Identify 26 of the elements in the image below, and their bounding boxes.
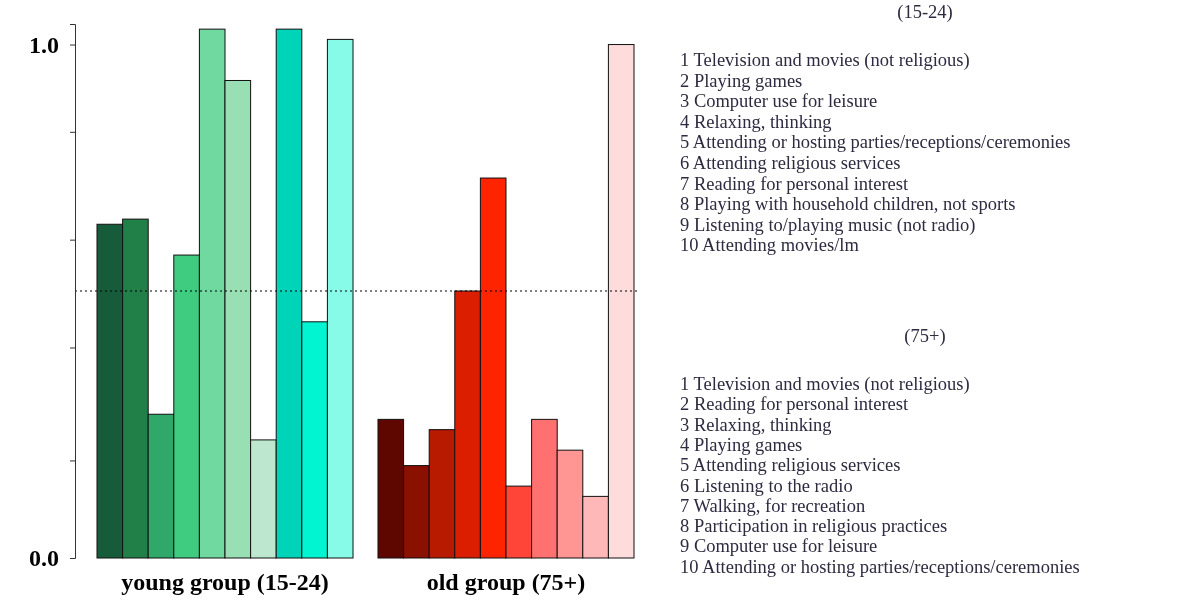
text: 2 Reading for personal interest: [680, 394, 909, 415]
text: 5 Attending or hosting parties/receptions/ceremonies: [680, 132, 1071, 153]
text: 3 Relaxing, thinking: [680, 414, 832, 435]
x-tick-label: young group (15-24): [121, 568, 329, 595]
text: 10 Attending or hosting parties/receptions/ceremonies: [680, 556, 1080, 577]
text: 10 Attending movies/lm: [680, 235, 860, 256]
text: 5 Attending religious services: [680, 455, 901, 476]
y-tick-label: 1.0: [29, 31, 59, 58]
text: 7 Reading for personal interest: [680, 173, 909, 194]
text: 8 Participation in religious practices: [680, 516, 948, 537]
text: 9 Computer use for leisure: [680, 536, 878, 557]
text: 9 Listening to/playing music (not radio): [680, 214, 976, 236]
text: 1 Television and movies (not religious): [680, 374, 970, 395]
y-tick-label: 0.0: [29, 545, 59, 572]
text: 6 Attending religious services: [680, 153, 901, 173]
text: 1 Television and movies (not religious): [680, 50, 970, 71]
text: 4 Relaxing, thinking: [680, 111, 832, 132]
text: 4 Playing games: [680, 434, 803, 455]
text: (75+): [904, 326, 946, 347]
text: 6 Listening to the radio: [680, 475, 853, 496]
text: 2 Playing games: [680, 70, 803, 91]
text: 8 Playing with household children, not sports: [680, 194, 1016, 215]
text: 3 Computer use for leisure: [680, 91, 878, 112]
text: 7 Walking, for recreation: [680, 495, 866, 516]
x-tick-label: old group (75+): [426, 568, 586, 595]
text: (15-24): [897, 2, 953, 23]
